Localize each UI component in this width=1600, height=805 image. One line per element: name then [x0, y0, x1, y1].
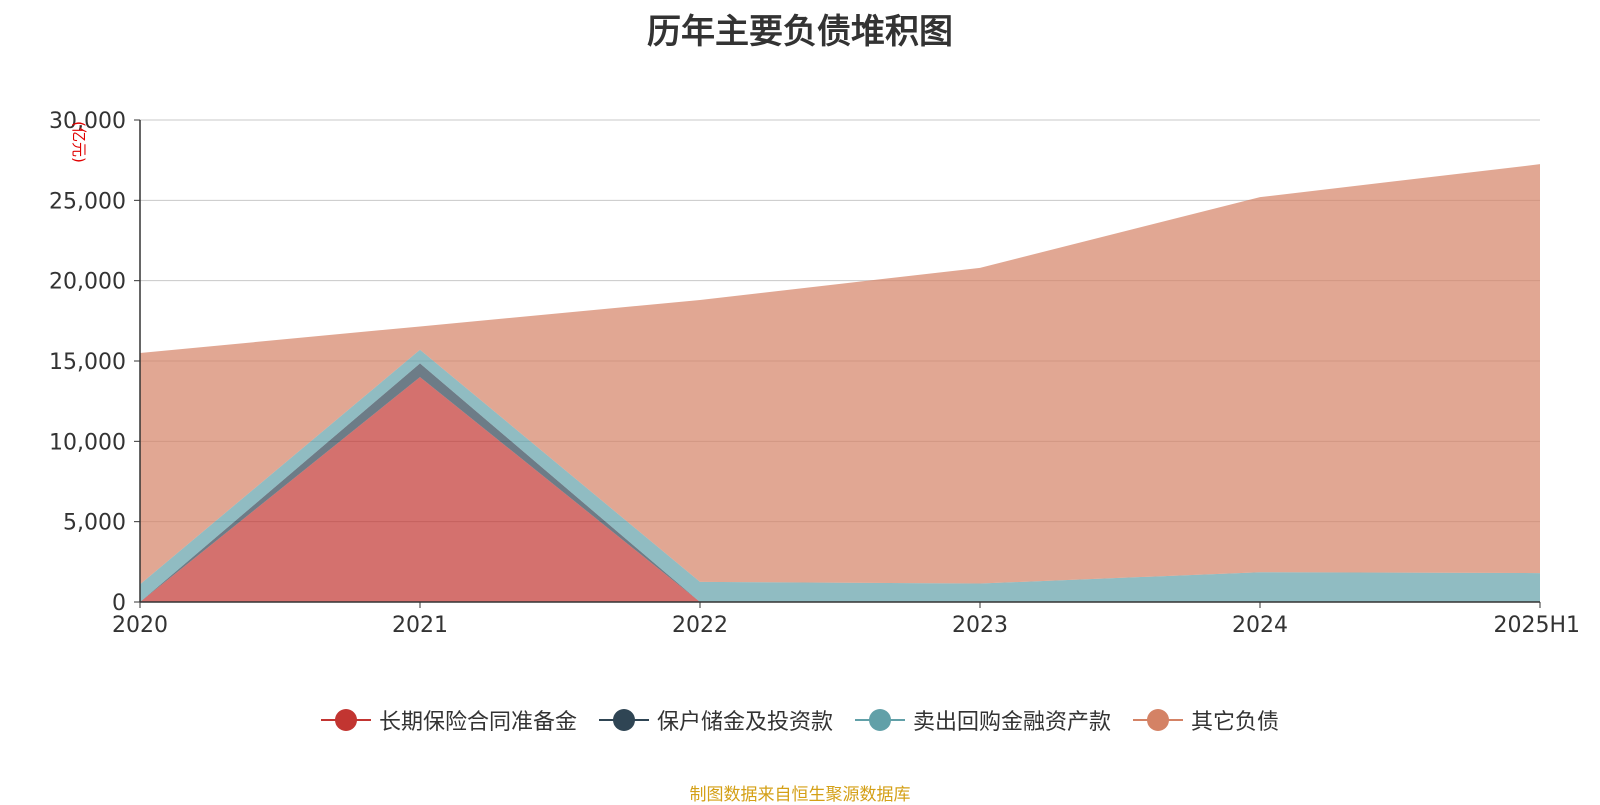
y-tick-label: 30,000 — [49, 109, 126, 134]
area-series-3 — [140, 164, 1540, 585]
legend-marker-icon — [320, 709, 371, 731]
legend-item-0[interactable]: 长期保险合同准备金 — [320, 704, 577, 736]
legend: 长期保险合同准备金 保户储金及投资款 卖出回购金融资产款 其它负债 — [0, 704, 1600, 736]
legend-marker-icon — [598, 709, 649, 731]
legend-label: 保户储金及投资款 — [656, 710, 833, 735]
x-tick-label: 2022 — [672, 613, 728, 638]
legend-label: 卖出回购金融资产款 — [913, 710, 1112, 735]
y-tick-label: 15,000 — [49, 350, 126, 375]
x-tick-label: 2020 — [112, 613, 168, 638]
chart-title: 历年主要负债堆积图 — [647, 12, 953, 52]
x-tick-label: 2025H1 — [1493, 613, 1580, 638]
source-note: 制图数据来自恒生聚源数据库 — [689, 785, 911, 805]
x-tick-label: 2023 — [952, 613, 1008, 638]
legend-marker-icon — [1133, 709, 1184, 731]
y-tick-label: 20,000 — [49, 270, 126, 295]
y-tick-label: 10,000 — [49, 430, 126, 455]
y-unit-label: (亿元) — [70, 121, 88, 163]
legend-marker-icon — [855, 709, 905, 731]
y-tick-label: 0 — [112, 591, 126, 616]
chart-plot: 0 5,000 10,000 15,000 20,000 25,000 30,000 2020… — [49, 109, 1580, 638]
legend-label: 长期保险合同准备金 — [378, 710, 577, 735]
legend-item-3[interactable]: 其它负债 — [1133, 704, 1279, 736]
x-tick-label: 2024 — [1232, 613, 1288, 638]
legend-item-2[interactable]: 卖出回购金融资产款 — [855, 704, 1111, 736]
area-series-2 — [140, 349, 1540, 602]
legend-item-1[interactable]: 保户储金及投资款 — [598, 704, 833, 736]
axes: 0 5,000 10,000 15,000 20,000 25,000 30,000 2020… — [49, 109, 1580, 638]
y-tick-label: 5,000 — [63, 511, 126, 536]
y-tick-label: 25,000 — [49, 189, 126, 214]
x-tick-label: 2021 — [392, 613, 448, 638]
legend-label: 其它负债 — [1191, 710, 1280, 735]
area-series — [140, 164, 1540, 602]
